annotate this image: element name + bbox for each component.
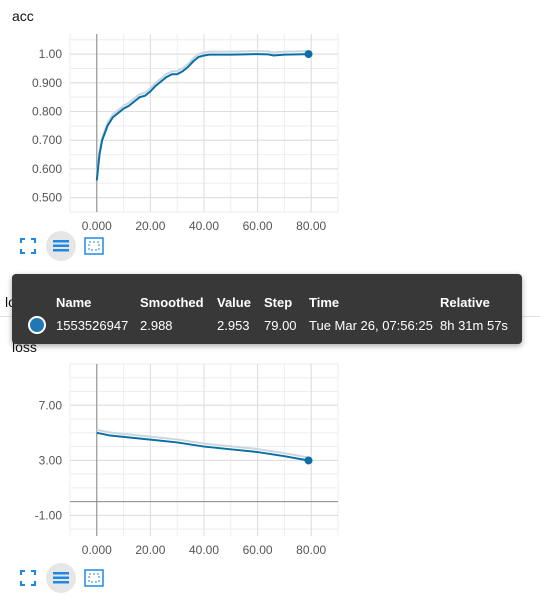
x-tick-label: 80.00 [296, 543, 326, 557]
zoom-button[interactable] [82, 234, 106, 258]
series-end-point[interactable] [304, 50, 313, 59]
y-tick-label: 0.800 [32, 105, 62, 119]
tooltip-header-value: Value [217, 295, 251, 310]
x-tick-label: 60.00 [243, 543, 273, 557]
fit-domain-button[interactable] [16, 566, 40, 590]
tooltip-header-relative: Relative [440, 295, 490, 310]
x-tick-label: 20.00 [135, 219, 165, 233]
y-tick-label: 3.00 [39, 453, 63, 467]
zoom-icon [84, 237, 104, 255]
data-selection-icon [53, 572, 69, 584]
series-raw-line [95, 50, 309, 178]
tooltip-smoothed-value: 2.988 [140, 318, 173, 333]
tooltip-header-time: Time [309, 295, 340, 310]
tooltip-time: Tue Mar 26, 07:56:25 [309, 318, 433, 333]
loss-toolbar [16, 563, 106, 593]
fit-domain-icon [20, 238, 36, 254]
y-tick-label: 7.00 [39, 398, 63, 412]
data-tooltip: Name Smoothed Value Step Time Relative 1… [12, 274, 522, 344]
y-tick-label: -1.00 [35, 508, 63, 522]
chart-title-acc: acc [12, 8, 34, 24]
x-tick-label: 60.00 [243, 219, 273, 233]
tooltip-header-name: Name [56, 295, 92, 310]
x-tick-label: 40.00 [189, 543, 219, 557]
data-selection-button[interactable] [46, 563, 76, 593]
acc-chart[interactable]: 0.500 0.600 0.700 0.800 0.900 1.00 0.000 20.00 4… [0, 0, 540, 240]
fit-domain-button[interactable] [16, 234, 40, 258]
x-tick-label: 0.000 [82, 543, 112, 557]
series-line [96, 431, 309, 462]
data-selection-icon [53, 240, 69, 252]
data-selection-button[interactable] [46, 231, 76, 261]
zoom-icon [84, 569, 104, 587]
x-tick-label: 0.000 [82, 219, 112, 233]
series-raw-line [96, 428, 309, 459]
y-tick-label: 1.00 [39, 47, 63, 61]
y-tick-label: 0.500 [32, 191, 62, 205]
fit-domain-icon [20, 570, 36, 586]
series-line [95, 53, 309, 181]
y-tick-label: 0.600 [32, 162, 62, 176]
y-tick-label: 0.700 [32, 133, 62, 147]
series-color-dot-icon [28, 316, 46, 334]
series-end-point[interactable] [304, 456, 313, 465]
acc-toolbar [16, 231, 106, 261]
y-tick-label: 0.900 [32, 76, 62, 90]
tooltip-relative: 8h 31m 57s [440, 318, 508, 333]
tooltip-run-name: 1553526947 [56, 318, 129, 333]
tooltip-header-smoothed: Smoothed [140, 295, 204, 310]
tooltip-step: 79.00 [264, 318, 297, 333]
tooltip-value: 2.953 [217, 318, 250, 333]
loss-chart[interactable]: -1.00 3.00 7.00 0.000 20.00 40.00 60.00 80.00 [0, 350, 540, 570]
tooltip-header-step: Step [264, 295, 293, 310]
x-tick-label: 80.00 [296, 219, 326, 233]
zoom-button[interactable] [82, 566, 106, 590]
x-tick-label: 40.00 [189, 219, 219, 233]
x-tick-label: 20.00 [135, 543, 165, 557]
